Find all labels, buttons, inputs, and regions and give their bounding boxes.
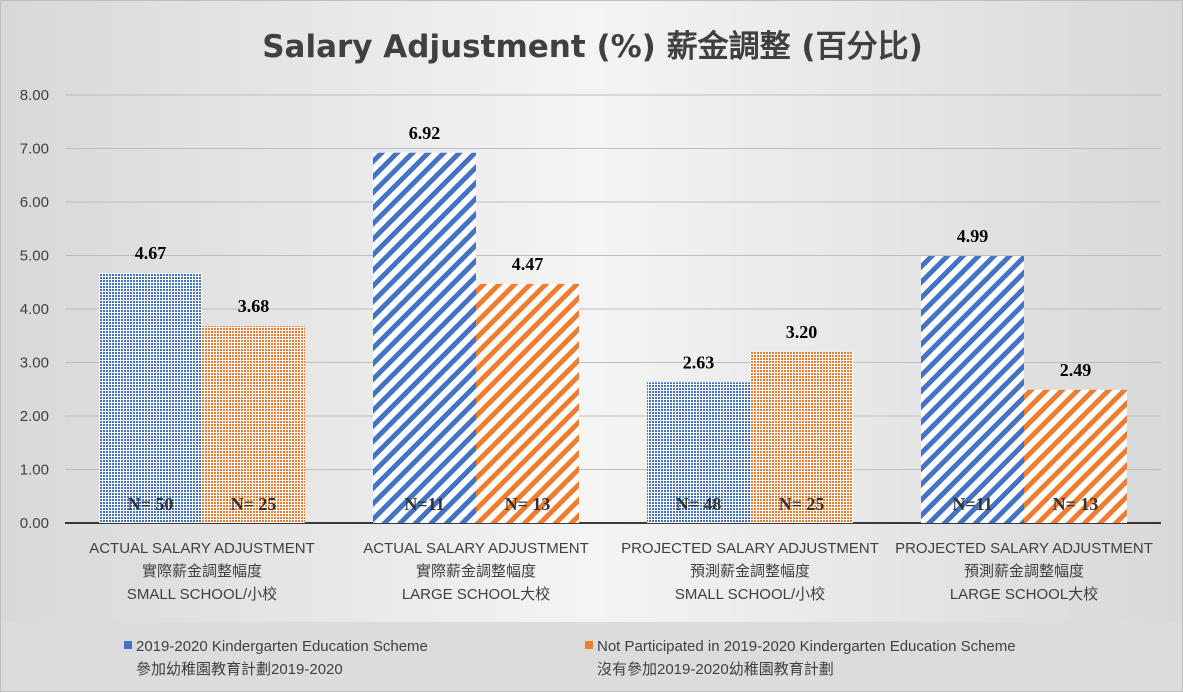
legend-label-series-2-line-1: Not Participated in 2019-2020 Kindergart… [597,638,1016,655]
y-tick-label: 2.00 [20,408,49,425]
legend-swatch-series-2 [585,641,593,649]
bar-series-1-cat-2 [373,152,476,523]
y-tick-label: 1.00 [20,462,49,479]
n-label-series-2-cat-1: N= 25 [231,494,277,514]
legend-item-series-2: Not Participated in 2019-2020 Kindergart… [585,635,1016,681]
data-label-series-1-cat-3: 2.63 [683,352,715,372]
category-label-4-line-1: PROJECTED SALARY ADJUSTMENT [895,540,1153,557]
bar-series-1-cat-1 [99,273,202,523]
bar-series-2-cat-3 [750,351,853,523]
y-tick-label: 0.00 [20,515,49,532]
category-label-1-line-3: SMALL SCHOOL/小校 [126,586,278,603]
category-label-4: PROJECTED SALARY ADJUSTMENT 預測薪金調整幅度 LARGE… [889,537,1159,606]
bar-series-1-cat-3 [647,382,750,523]
category-label-3-line-2: 預測薪金調整幅度 [689,563,810,580]
data-label-series-2-cat-1: 3.68 [238,296,270,316]
n-label-series-2-cat-4: N= 13 [1053,494,1099,514]
legend-label-series-1-line-1: 2019-2020 Kindergarten Education Scheme [136,638,428,655]
category-label-3-line-3: SMALL SCHOOL/小校 [674,586,826,603]
y-tick-label: 8.00 [20,87,49,104]
n-label-series-2-cat-3: N= 25 [779,494,825,514]
legend-label-series-1-line-2: 參加幼稚園教育計劃2019-2020 [136,661,343,678]
legend-label-series-2-line-2: 沒有參加2019-2020幼稚園教育計劃 [597,661,834,678]
n-label-series-1-cat-2: N=11 [404,494,444,514]
legend-item-series-1: 2019-2020 Kindergarten Education Scheme … [124,635,428,681]
y-tick-label: 5.00 [20,248,49,265]
category-label-1: ACTUAL SALARY ADJUSTMENT 實際薪金調整幅度 SMALL SC… [67,537,337,606]
data-label-series-2-cat-3: 3.20 [786,322,818,342]
data-label-series-2-cat-4: 2.49 [1060,360,1092,380]
data-label-series-1-cat-1: 4.67 [135,243,167,263]
data-label-series-1-cat-2: 6.92 [409,123,441,143]
category-label-4-line-2: 預測薪金調整幅度 [963,563,1084,580]
legend-swatch-series-1 [124,641,132,649]
y-tick-label: 7.00 [20,141,49,158]
category-label-1-line-1: ACTUAL SALARY ADJUSTMENT [89,540,315,557]
data-label-series-2-cat-2: 4.47 [512,254,544,274]
category-label-2-line-1: ACTUAL SALARY ADJUSTMENT [363,540,589,557]
category-label-2: ACTUAL SALARY ADJUSTMENT 實際薪金調整幅度 LARGE SC… [341,537,611,606]
category-label-4-line-3: LARGE SCHOOL大校 [949,586,1099,603]
n-label-series-1-cat-1: N= 50 [128,494,174,514]
category-label-2-line-2: 實際薪金調整幅度 [415,563,536,580]
bar-series-2-cat-4 [1024,389,1127,523]
bar-series-2-cat-2 [476,283,579,523]
y-tick-label: 3.00 [20,355,49,372]
y-tick-label: 6.00 [20,194,49,211]
bar-series-2-cat-1 [202,326,305,523]
category-label-3: PROJECTED SALARY ADJUSTMENT 預測薪金調整幅度 SMALL… [615,537,885,606]
category-label-1-line-2: 實際薪金調整幅度 [141,563,262,580]
data-label-series-1-cat-4: 4.99 [957,226,989,246]
category-label-3-line-1: PROJECTED SALARY ADJUSTMENT [621,540,879,557]
n-label-series-1-cat-3: N= 48 [676,494,722,514]
chart-title: Salary Adjustment (%) 薪金調整 (百分比) [262,29,923,65]
legend: 2019-2020 Kindergarten Education Scheme … [1,622,1182,691]
y-tick-label: 4.00 [20,301,49,318]
n-label-series-1-cat-4: N=11 [952,494,992,514]
n-label-series-2-cat-2: N= 13 [505,494,551,514]
category-label-2-line-3: LARGE SCHOOL大校 [401,586,551,603]
bar-series-1-cat-4 [921,256,1024,523]
